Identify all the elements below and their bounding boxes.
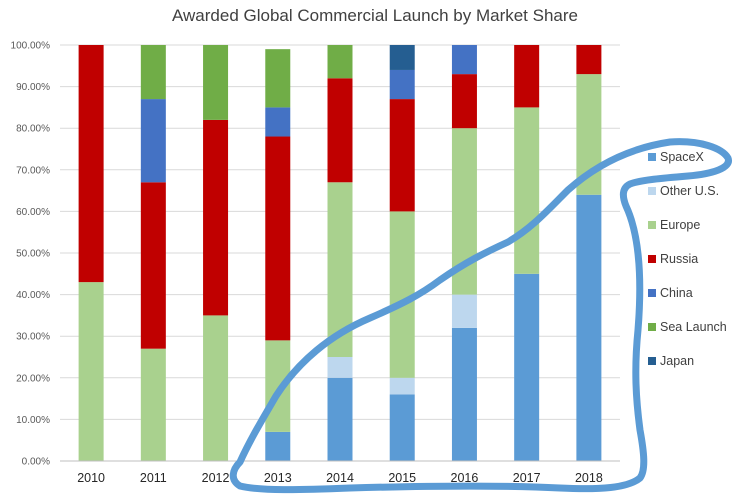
bar-segment-russia	[203, 119, 229, 316]
legend-label: Other U.S.	[660, 184, 719, 198]
bar-segment-russia	[389, 99, 415, 212]
y-tick-label: 40.00%	[16, 290, 50, 301]
x-category-label: 2017	[513, 471, 541, 485]
y-tick-label: 100.00%	[11, 41, 51, 52]
x-axis: 2010 2011 2012 2013 2014 2015 2016 2017 2018	[60, 460, 620, 485]
bar-segment-spacex	[265, 431, 291, 461]
bar-segment-sea-launch	[203, 45, 229, 120]
x-category-label: 2016	[451, 471, 479, 485]
y-tick-label: 90.00%	[16, 82, 50, 93]
y-axis: 0.00% 10.00% 20.00% 30.00% 40.00% 50.00% 60.00…	[11, 41, 51, 468]
legend-label: Europe	[660, 218, 700, 232]
y-tick-label: 30.00%	[16, 332, 50, 343]
legend-swatch	[648, 289, 656, 297]
legend-swatch	[648, 255, 656, 263]
legend: SpaceX Other U.S. Europe Russia China Sea Lau…	[648, 150, 727, 368]
bar-segment-russia	[451, 74, 477, 129]
x-category-label: 2010	[77, 471, 105, 485]
bar-segment-china	[451, 45, 477, 75]
bar-segment-china	[140, 99, 166, 183]
bar-segment-other-u-s-	[327, 357, 353, 378]
x-category-label: 2011	[140, 471, 167, 485]
legend-label: SpaceX	[660, 150, 704, 164]
hand-drawn-outline-annotation	[229, 138, 732, 494]
bar-segment-japan	[389, 45, 415, 70]
bar-segment-russia	[514, 45, 540, 108]
y-tick-label: 20.00%	[16, 373, 50, 384]
y-tick-label: 0.00%	[22, 457, 50, 468]
bar-segment-europe	[140, 348, 166, 461]
bar-segment-other-u-s-	[451, 294, 477, 328]
y-tick-label: 80.00%	[16, 124, 50, 135]
bar-segment-russia	[78, 45, 104, 283]
bar-segment-europe	[78, 282, 104, 461]
x-category-label: 2014	[326, 471, 354, 485]
bar-segment-russia	[576, 45, 602, 75]
bar-segment-russia	[265, 136, 291, 341]
y-tick-label: 10.00%	[16, 415, 50, 426]
bar-segment-china	[265, 107, 291, 137]
legend-label: Sea Launch	[660, 320, 727, 334]
chart-title: Awarded Global Commercial Launch by Mark…	[172, 6, 578, 25]
bar-segment-spacex	[451, 327, 477, 461]
bar-segment-china	[389, 69, 415, 100]
x-category-label: 2018	[575, 471, 603, 485]
bar-segment-russia	[327, 78, 353, 183]
y-tick-label: 70.00%	[16, 165, 50, 176]
bar-segment-spacex	[327, 377, 353, 461]
legend-swatch	[648, 153, 656, 161]
bar-segment-spacex	[389, 394, 415, 461]
legend-label: Russia	[660, 252, 698, 266]
bar-segment-sea-launch	[140, 45, 166, 100]
legend-swatch	[648, 187, 656, 195]
legend-label: China	[660, 286, 693, 300]
bar-segment-spacex	[576, 194, 602, 461]
legend-swatch	[648, 221, 656, 229]
legend-swatch	[648, 357, 656, 365]
bar-segment-russia	[140, 182, 166, 349]
bar-segment-sea-launch	[327, 45, 353, 79]
x-category-label: 2013	[264, 471, 292, 485]
legend-label: Japan	[660, 354, 694, 368]
bar-segment-other-u-s-	[389, 377, 415, 395]
y-tick-label: 50.00%	[16, 249, 50, 260]
x-category-label: 2015	[388, 471, 416, 485]
bar-segment-europe	[514, 107, 540, 274]
bar-segment-europe	[203, 315, 229, 461]
bars	[78, 45, 602, 461]
bar-segment-europe	[389, 211, 415, 378]
y-tick-label: 60.00%	[16, 207, 50, 218]
bar-segment-spacex	[514, 273, 540, 461]
x-category-label: 2012	[202, 471, 230, 485]
bar-segment-sea-launch	[265, 49, 291, 108]
legend-swatch	[648, 323, 656, 331]
